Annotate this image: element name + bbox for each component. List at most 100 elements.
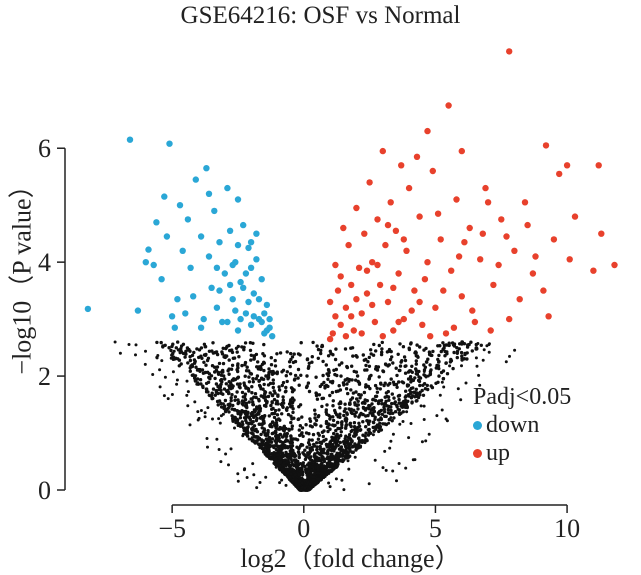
ns-point <box>362 439 366 443</box>
down-point <box>213 264 221 271</box>
ns-point <box>387 404 391 409</box>
ns-point <box>236 369 240 374</box>
ns-point <box>245 426 250 431</box>
ns-point <box>485 344 489 348</box>
ns-point <box>415 372 420 376</box>
ns-point <box>397 380 401 384</box>
ns-point <box>445 419 449 423</box>
ns-point <box>307 438 311 442</box>
ns-point <box>223 377 227 381</box>
up-point <box>516 296 523 303</box>
ns-point <box>348 449 352 453</box>
ns-point <box>357 382 362 386</box>
ns-point <box>285 434 289 438</box>
ns-point <box>422 404 426 408</box>
x-tick-label: 10 <box>554 514 580 543</box>
ns-point <box>297 452 302 457</box>
ns-point <box>213 393 217 397</box>
ns-point <box>349 388 353 392</box>
ns-point <box>240 345 244 349</box>
ns-point <box>235 376 240 380</box>
ns-point <box>403 358 408 363</box>
ns-point <box>207 372 212 376</box>
ns-point <box>387 421 391 425</box>
ns-point <box>257 397 261 402</box>
ns-point <box>369 352 373 356</box>
ns-point <box>401 420 405 423</box>
ns-point <box>393 410 398 414</box>
ns-point <box>365 399 369 403</box>
ns-point <box>245 405 249 410</box>
ns-point <box>420 388 424 393</box>
ns-point <box>270 452 274 456</box>
ns-point <box>354 378 358 382</box>
ns-point <box>292 388 296 392</box>
ns-point <box>264 437 269 441</box>
ns-point <box>194 374 198 378</box>
ns-point <box>356 425 360 430</box>
ns-point <box>255 405 259 409</box>
ns-point <box>300 481 304 485</box>
ns-point <box>279 460 283 465</box>
ns-point <box>230 350 235 355</box>
ns-point <box>366 433 371 437</box>
ns-point <box>229 367 234 371</box>
ns-point <box>438 393 442 397</box>
ns-point <box>270 393 274 397</box>
ns-point <box>285 460 289 464</box>
ns-point <box>253 392 258 396</box>
ns-point <box>339 401 343 405</box>
ns-point <box>252 357 256 361</box>
ns-point <box>224 452 228 456</box>
ns-point <box>290 460 294 464</box>
ns-point <box>442 343 447 348</box>
ns-point <box>275 413 280 417</box>
up-point <box>326 335 334 343</box>
ns-point <box>464 381 468 385</box>
up-point <box>437 236 444 243</box>
ns-point <box>343 378 347 382</box>
down-point <box>245 244 252 252</box>
ns-point <box>376 418 381 422</box>
up-point <box>540 287 547 294</box>
ns-point <box>311 432 316 437</box>
ns-point <box>257 409 261 413</box>
ns-point <box>205 387 209 391</box>
ns-point <box>338 451 342 455</box>
ns-point <box>380 412 384 416</box>
ns-point <box>170 393 174 396</box>
ns-point <box>198 378 203 382</box>
ns-point <box>410 400 414 404</box>
up-point <box>442 330 450 337</box>
ns-point <box>328 441 332 445</box>
ns-point <box>430 353 434 358</box>
ns-point <box>233 395 238 399</box>
ns-point <box>343 407 347 411</box>
ns-point <box>428 363 432 367</box>
ns-point <box>338 459 342 463</box>
ns-point <box>378 424 382 429</box>
ns-point <box>280 412 284 416</box>
down-point <box>226 281 234 289</box>
ns-point <box>504 360 508 364</box>
ns-point <box>306 476 310 480</box>
ns-point <box>262 342 266 347</box>
down-point <box>203 165 210 172</box>
ns-point <box>363 408 368 412</box>
ns-point <box>261 418 265 422</box>
ns-point <box>228 404 232 408</box>
ns-point <box>355 355 359 359</box>
ns-point <box>374 367 378 371</box>
ns-point <box>375 386 379 390</box>
up-point <box>361 230 368 237</box>
ns-point <box>335 440 339 444</box>
ns-point <box>301 451 305 455</box>
up-point <box>400 315 407 323</box>
ns-point <box>297 383 301 387</box>
ns-point <box>226 389 230 394</box>
ns-point <box>268 391 272 395</box>
ns-point <box>378 387 382 391</box>
ns-point <box>441 369 446 373</box>
ns-point <box>297 428 301 432</box>
ns-point <box>272 444 276 449</box>
